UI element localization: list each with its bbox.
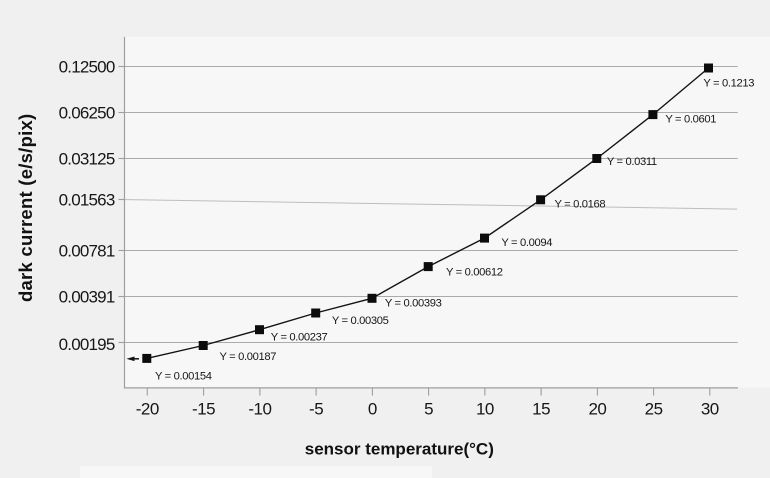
svg-text:0.00195: 0.00195 — [59, 335, 115, 354]
svg-text:Y = 0.00154: Y = 0.00154 — [155, 371, 212, 383]
svg-text:-20: -20 — [136, 400, 159, 419]
svg-text:5: 5 — [424, 400, 433, 419]
svg-text:30: 30 — [701, 400, 719, 419]
svg-text:-10: -10 — [248, 400, 271, 419]
svg-text:Y = 0.0094: Y = 0.0094 — [501, 237, 552, 249]
svg-text:Y = 0.1213: Y = 0.1213 — [703, 78, 754, 90]
svg-text:0.01563: 0.01563 — [59, 191, 115, 210]
svg-text:0: 0 — [368, 400, 377, 419]
svg-text:0.00781: 0.00781 — [59, 242, 115, 261]
svg-text:Y = 0.00305: Y = 0.00305 — [332, 315, 389, 327]
svg-text:Y = 0.0311: Y = 0.0311 — [607, 156, 657, 168]
svg-text:Y = 0.0168: Y = 0.0168 — [555, 199, 606, 211]
svg-text:0.12500: 0.12500 — [59, 58, 115, 77]
svg-text:0.06250: 0.06250 — [59, 104, 115, 123]
svg-text:0.00391: 0.00391 — [59, 288, 115, 307]
svg-text:15: 15 — [532, 400, 550, 419]
svg-text:sensor temperature(°C): sensor temperature(°C) — [305, 440, 494, 459]
svg-text:Y = 0.00393: Y = 0.00393 — [385, 298, 442, 310]
svg-text:-5: -5 — [309, 400, 323, 419]
svg-text:-15: -15 — [192, 400, 215, 419]
svg-text:Y = 0.0601: Y = 0.0601 — [665, 114, 716, 126]
svg-text:10: 10 — [476, 400, 494, 419]
svg-text:0.03125: 0.03125 — [59, 150, 115, 169]
svg-text:Y = 0.00237: Y = 0.00237 — [271, 331, 328, 343]
svg-text:dark current (e/s/pix): dark current (e/s/pix) — [15, 114, 36, 303]
svg-text:20: 20 — [588, 400, 606, 419]
svg-text:25: 25 — [645, 400, 663, 419]
svg-text:Y = 0.00612: Y = 0.00612 — [446, 266, 503, 278]
svg-text:Y = 0.00187: Y = 0.00187 — [220, 351, 277, 363]
